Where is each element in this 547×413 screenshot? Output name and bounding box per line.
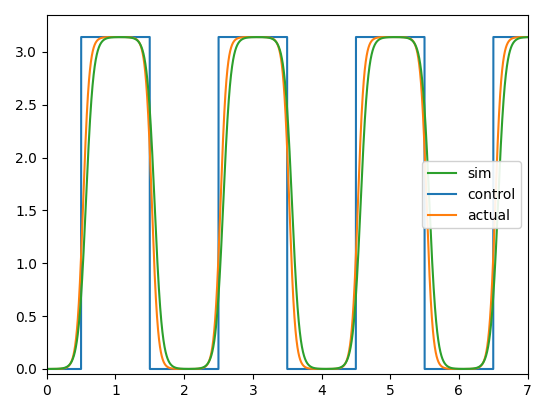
- control: [426, 366, 432, 371]
- sim: [69, 357, 76, 362]
- control: [453, 366, 459, 371]
- sim: [230, 56, 237, 61]
- sim: [43, 366, 50, 371]
- actual: [230, 40, 236, 45]
- control: [43, 366, 50, 371]
- Line: control: control: [46, 37, 547, 369]
- sim: [453, 366, 459, 371]
- Line: sim: sim: [46, 37, 547, 369]
- control: [348, 366, 355, 371]
- Line: actual: actual: [46, 37, 547, 369]
- sim: [117, 35, 124, 40]
- actual: [526, 35, 533, 40]
- Legend: sim, control, actual: sim, control, actual: [422, 161, 521, 228]
- actual: [371, 36, 377, 41]
- control: [78, 35, 84, 40]
- sim: [371, 44, 377, 49]
- actual: [453, 366, 459, 371]
- actual: [69, 356, 76, 361]
- control: [69, 366, 76, 371]
- control: [371, 35, 377, 40]
- sim: [426, 187, 432, 192]
- sim: [348, 339, 355, 344]
- actual: [43, 366, 50, 371]
- control: [230, 35, 237, 40]
- actual: [348, 329, 355, 334]
- actual: [426, 254, 432, 259]
